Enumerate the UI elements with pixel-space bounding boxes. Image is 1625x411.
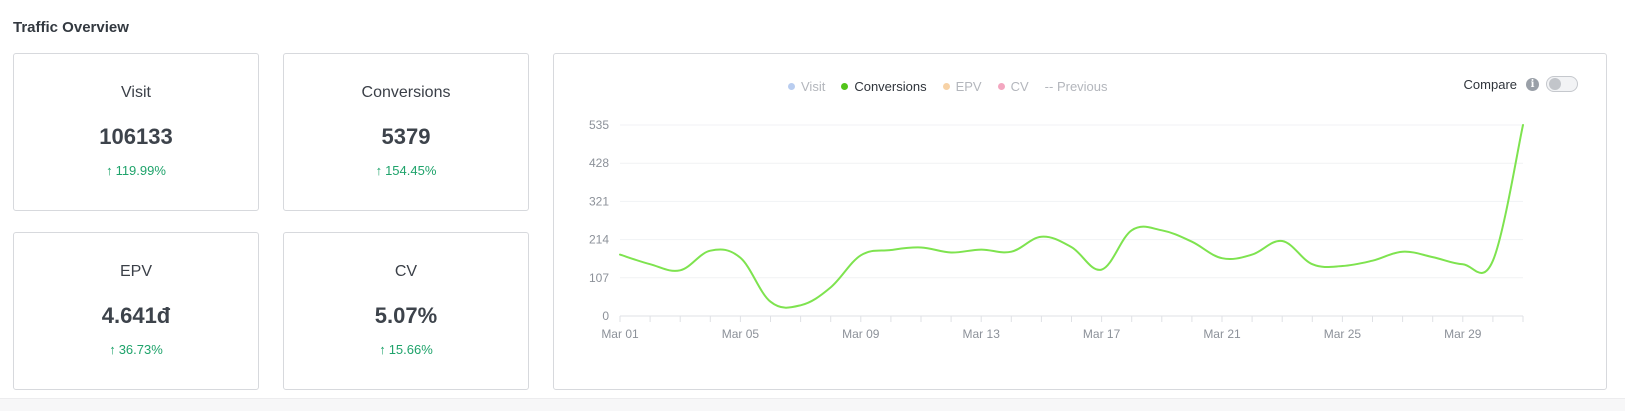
metric-label: EPV bbox=[119, 263, 152, 280]
legend-label: CV bbox=[1010, 79, 1029, 94]
metric-card-cv: CV 5.07% ↑ 15.66% bbox=[283, 232, 529, 390]
arrow-up-icon: ↑ bbox=[106, 163, 113, 178]
legend-item-epv[interactable]: EPV bbox=[942, 79, 982, 94]
x-tick-label: Mar 25 bbox=[1324, 327, 1362, 341]
y-tick-label: 0 bbox=[602, 309, 609, 323]
compare-toggle[interactable] bbox=[1546, 76, 1578, 92]
metric-label: Visit bbox=[121, 84, 151, 101]
legend-item-previous[interactable]: -- Previous bbox=[1045, 79, 1108, 94]
metric-card-visit: Visit 106133 ↑ 119.99% bbox=[13, 53, 259, 211]
metric-value: 5.07% bbox=[374, 303, 438, 328]
metric-change-value: 119.99% bbox=[115, 163, 166, 178]
metric-change-value: 154.45% bbox=[385, 163, 437, 178]
x-tick-label: Mar 13 bbox=[963, 327, 1001, 341]
legend-dot-icon bbox=[841, 83, 849, 90]
metric-card-conversions: Conversions 5379 ↑ 154.45% bbox=[283, 53, 529, 211]
y-tick-label: 321 bbox=[589, 194, 609, 208]
y-tick-label: 214 bbox=[589, 233, 609, 247]
metric-change: ↑ 119.99% bbox=[14, 163, 258, 178]
legend-label: EPV bbox=[955, 79, 982, 94]
x-tick-label: Mar 09 bbox=[842, 327, 880, 341]
metric-label: CV bbox=[394, 263, 418, 280]
metric-change-value: 15.66% bbox=[388, 342, 433, 357]
metric-value: 106133 bbox=[99, 124, 173, 149]
legend-item-conversions[interactable]: Conversions bbox=[841, 79, 927, 94]
metric-change-value: 36.73% bbox=[118, 342, 163, 357]
legend-label: -- Previous bbox=[1044, 79, 1108, 94]
section-title: Traffic Overview bbox=[13, 19, 129, 36]
conversions-series-line bbox=[619, 124, 1524, 309]
legend-item-visit[interactable]: Visit bbox=[788, 79, 825, 94]
y-tick-label: 107 bbox=[589, 271, 609, 285]
page-bottom-band bbox=[0, 398, 1625, 411]
x-tick-label: Mar 21 bbox=[1203, 327, 1241, 341]
y-tick-label: 428 bbox=[589, 156, 609, 170]
arrow-up-icon: ↑ bbox=[379, 342, 386, 357]
metric-card-epv: EPV 4.641đ ↑ 36.73% bbox=[13, 232, 259, 390]
legend-item-cv[interactable]: CV bbox=[997, 79, 1029, 94]
metric-change: ↑ 36.73% bbox=[14, 342, 258, 357]
chart-panel: Visit Conversions EPV CV -- Previous Com… bbox=[553, 53, 1607, 390]
legend-label: Visit bbox=[801, 79, 826, 94]
metric-change: ↑ 15.66% bbox=[284, 342, 528, 357]
legend-dot-icon bbox=[788, 83, 795, 90]
arrow-up-icon: ↑ bbox=[109, 342, 116, 357]
conversions-line-chart: 0 107 214 321 428 535 Mar 01 Mar 05 Mar 09 Mar 13… bbox=[589, 118, 1524, 341]
compare-label: Compare bbox=[1463, 76, 1517, 92]
y-tick-label: 535 bbox=[589, 118, 609, 132]
metric-value: 4.641đ bbox=[101, 303, 171, 328]
metric-label: Conversions bbox=[361, 84, 451, 101]
metric-change: ↑ 154.45% bbox=[284, 163, 528, 178]
x-tick-label: Mar 05 bbox=[722, 327, 760, 341]
legend-dot-icon bbox=[942, 83, 950, 90]
legend-label: Conversions bbox=[854, 79, 927, 94]
x-tick-label: Mar 17 bbox=[1083, 327, 1121, 341]
x-tick-label: Mar 29 bbox=[1444, 327, 1482, 341]
toggle-knob bbox=[1549, 78, 1561, 90]
arrow-up-icon: ↑ bbox=[375, 163, 383, 178]
x-tick-label: Mar 01 bbox=[601, 327, 639, 341]
legend-dot-icon bbox=[997, 83, 1005, 90]
chart-legend: Visit Conversions EPV CV -- Previous bbox=[788, 79, 1124, 94]
metric-value: 5379 bbox=[381, 124, 431, 149]
compare-control: Compare i bbox=[1464, 76, 1578, 92]
info-icon[interactable]: i bbox=[1526, 77, 1539, 91]
